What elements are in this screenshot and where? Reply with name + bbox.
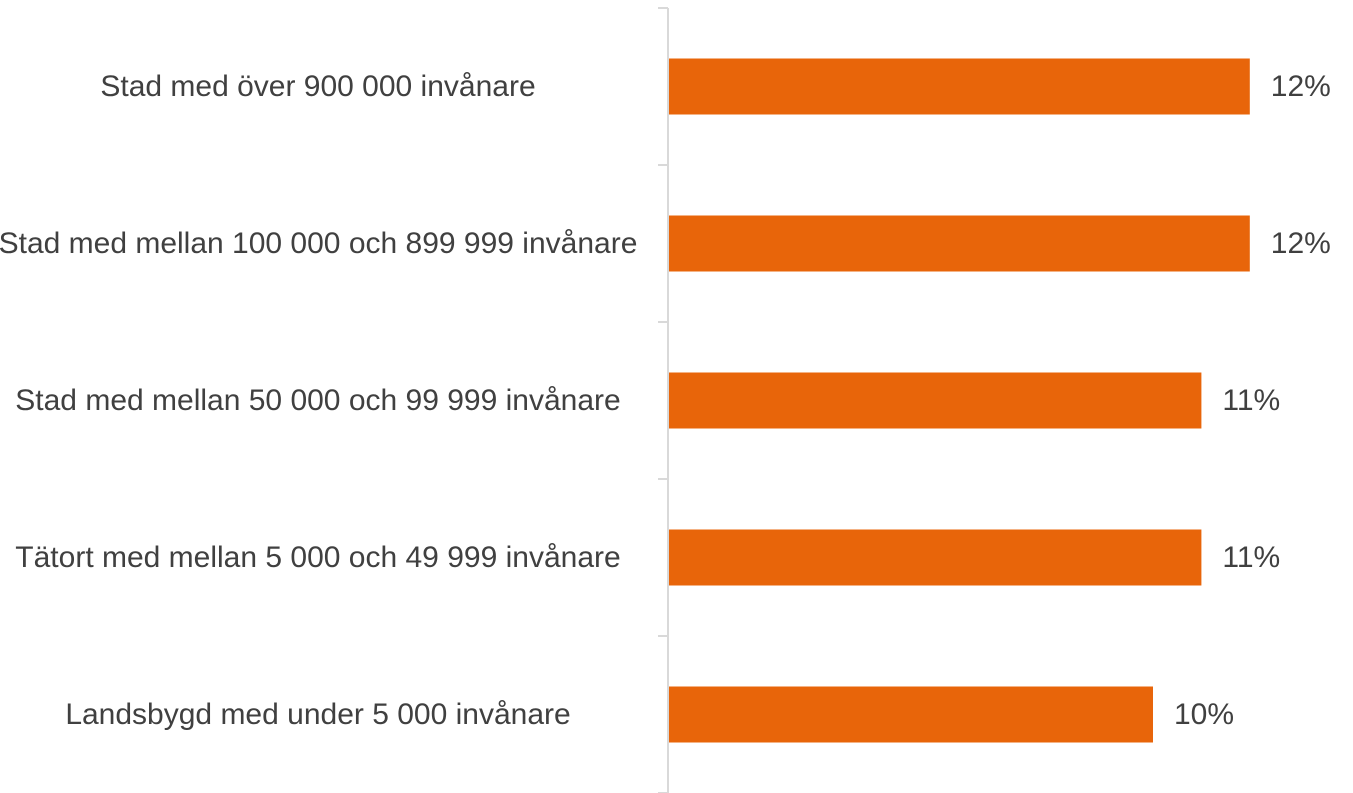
value-label: 11%: [1222, 540, 1281, 574]
bar: [669, 58, 1250, 115]
bar: [669, 215, 1250, 272]
value-label: 10%: [1174, 697, 1235, 731]
category-label: Tätort med mellan 5 000 och 49 999 invån…: [15, 540, 621, 574]
category-label: Stad med mellan 50 000 och 99 999 invåna…: [15, 383, 621, 417]
category-label: Stad med över 900 000 invånare: [100, 69, 536, 103]
value-label: 12%: [1270, 69, 1331, 103]
value-label: 11%: [1222, 383, 1281, 417]
value-label: 12%: [1270, 226, 1331, 260]
bar: [669, 529, 1202, 586]
bar: [669, 372, 1202, 429]
category-label: Stad med mellan 100 000 och 899 999 invå…: [0, 226, 638, 260]
category-label: Landsbygd med under 5 000 invånare: [65, 697, 571, 731]
bar: [669, 686, 1153, 743]
